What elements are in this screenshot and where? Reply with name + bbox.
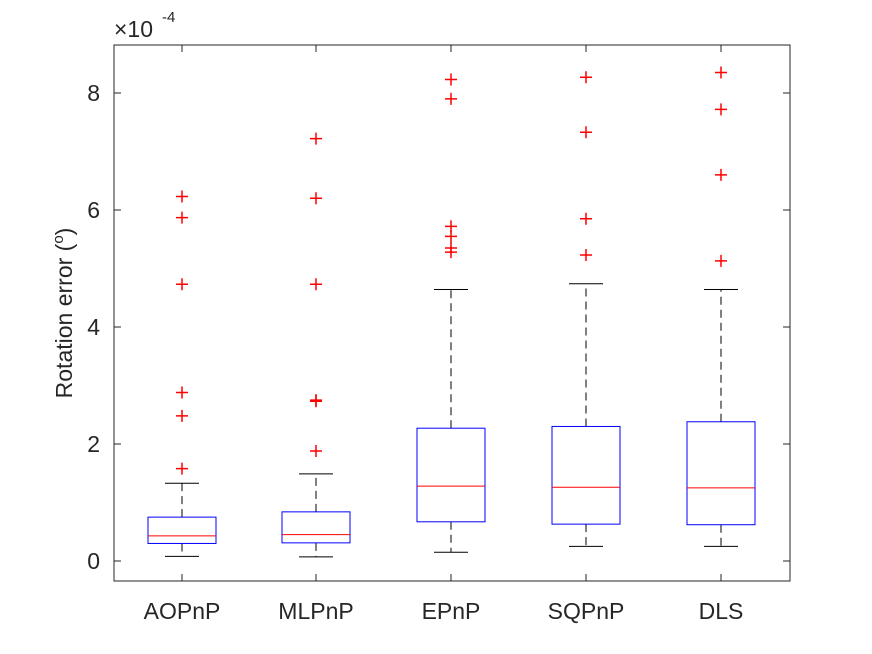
x-tick-label: SQPnP [548, 598, 625, 624]
outlier-marker [445, 242, 457, 255]
iqr-box [281, 511, 351, 544]
outlier-marker [580, 71, 592, 84]
box-group-aopnp [147, 190, 217, 557]
y-axis-title-close: ) [51, 228, 77, 236]
y-tick-label: 0 [87, 548, 100, 574]
y-tick-label: 2 [87, 431, 100, 457]
iqr-box [686, 421, 756, 526]
y-axis-title-degree: o [50, 235, 67, 243]
y-tick-label: 4 [87, 314, 100, 340]
outlier-marker [310, 132, 322, 145]
iqr-box [416, 427, 486, 523]
outlier-marker [715, 66, 727, 79]
plot-area [113, 44, 791, 582]
outlier-marker [176, 278, 188, 291]
outlier-marker [445, 73, 457, 86]
outlier-marker [715, 254, 727, 267]
x-tick-label: DLS [699, 598, 744, 624]
outlier-marker [310, 445, 322, 458]
y-tick-label: 6 [87, 197, 100, 223]
outlier-marker [715, 168, 727, 181]
box-group-sqpnp [551, 71, 621, 547]
x-tick-label: MLPnP [278, 598, 353, 624]
y-axis-title: Rotation error (o) [50, 228, 77, 399]
outlier-marker [445, 220, 457, 233]
box-group-dls [686, 66, 756, 547]
outlier-marker [580, 212, 592, 225]
outlier-marker [580, 249, 592, 262]
outlier-marker [176, 409, 188, 422]
y-exponent-prefix: ×10 [114, 16, 153, 42]
outlier-marker [310, 192, 322, 205]
outlier-marker [580, 126, 592, 139]
outlier-marker [715, 103, 727, 116]
y-axis-title-main: Rotation error ( [51, 243, 77, 398]
outlier-marker [445, 92, 457, 105]
outlier-marker [176, 462, 188, 475]
iqr-box [551, 425, 621, 525]
outlier-marker [176, 190, 188, 203]
outlier-marker [176, 211, 188, 224]
y-exponent-value: -4 [162, 9, 175, 26]
outlier-marker [176, 386, 188, 399]
y-tick-label: 8 [87, 80, 100, 106]
box-group-epnp [416, 73, 486, 553]
outlier-marker [310, 394, 322, 407]
box-group-mlpnp [281, 132, 351, 558]
x-tick-label: EPnP [422, 598, 481, 624]
outlier-marker [310, 278, 322, 291]
iqr-box [147, 516, 217, 544]
x-tick-label: AOPnP [144, 598, 221, 624]
